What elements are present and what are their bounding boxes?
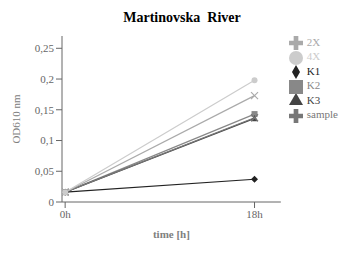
html-text:K1: K1 — [306, 64, 321, 77]
svg-text:0h: 0h — [60, 208, 72, 220]
html-text:K2: K2 — [306, 79, 321, 92]
svg-text:0,25: 0,25 — [35, 42, 55, 54]
html-text:K3: K3 — [306, 93, 321, 106]
html-text:4X: 4X — [306, 50, 321, 63]
svg-text:0,2: 0,2 — [40, 73, 54, 85]
svg-text:0: 0 — [49, 196, 55, 208]
html-text:sample: sample — [306, 108, 338, 121]
html-text:Martinovska River: Martinovska River — [123, 10, 241, 25]
html-text:2X: 2X — [306, 36, 321, 48]
svg-text:0,15: 0,15 — [35, 104, 55, 116]
svg-text:time [h]: time [h] — [153, 228, 190, 240]
svg-text:18h: 18h — [246, 208, 263, 220]
svg-text:OD610 nm: OD610 nm — [10, 94, 22, 144]
svg-text:0,1: 0,1 — [40, 134, 54, 146]
svg-text:0,05: 0,05 — [35, 165, 55, 177]
